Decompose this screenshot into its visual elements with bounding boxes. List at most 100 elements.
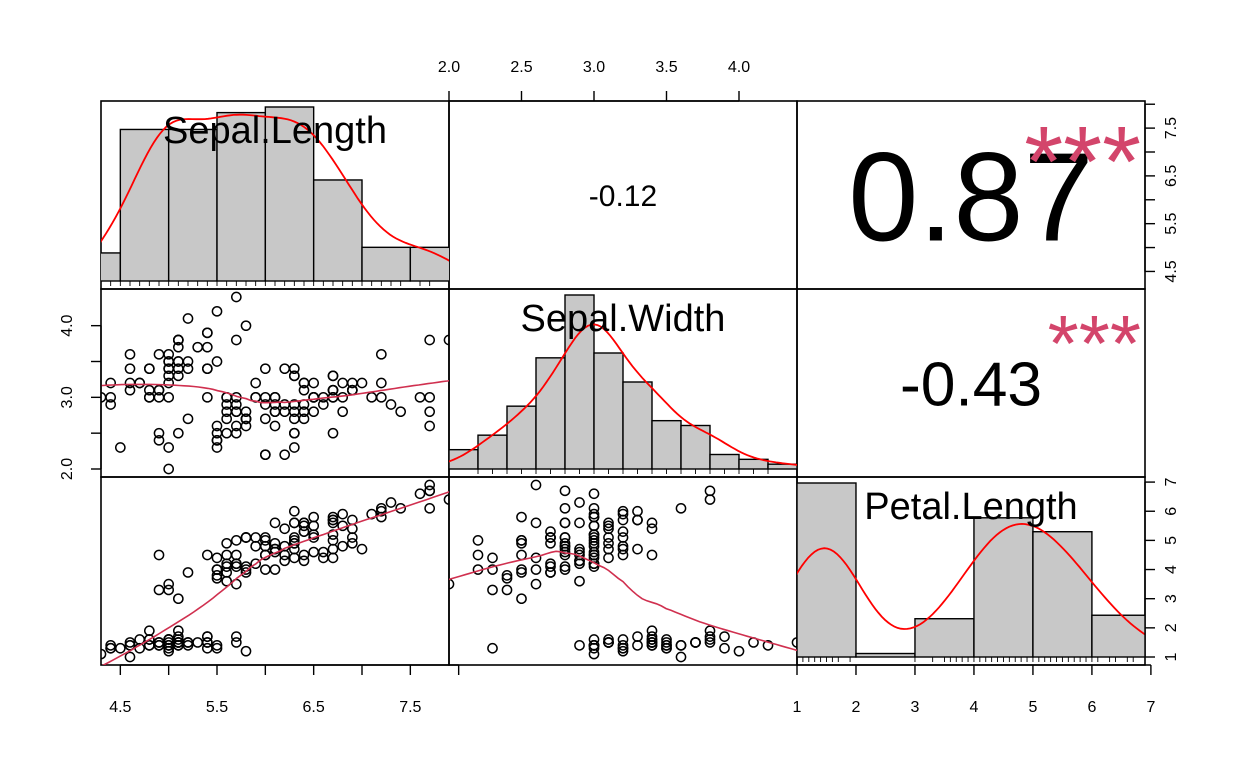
data-point [269,517,281,529]
diagonal-panel-sepal-width: Sepal.Width [449,294,797,474]
data-point [201,391,213,403]
data-point [182,567,194,578]
data-point [298,555,310,567]
data-point [661,637,672,648]
data-point [279,523,291,535]
data-point [516,535,527,546]
data-point [240,564,252,575]
histogram-bar [914,618,975,658]
data-point [574,497,585,508]
data-point [661,634,672,645]
data-point [288,532,300,543]
data-point [230,631,242,642]
scatter-panel-petal-length-vs-sepal-length [101,479,449,665]
tick-label: 4.0 [728,59,750,76]
data-point [646,637,658,648]
data-point [221,427,233,439]
data-point [317,399,329,410]
significance-stars: *** [1024,106,1141,218]
data-point [327,514,339,526]
data-point [588,520,600,532]
data-point [588,558,600,570]
data-point [172,427,184,439]
data-point [134,377,146,389]
data-point [259,540,271,552]
data-point [124,377,136,389]
data-point [617,543,629,555]
data-point [603,543,614,555]
data-point [163,639,175,651]
data-point [153,427,165,439]
data-point [308,520,320,532]
data-point [337,508,349,520]
data-point [414,391,426,403]
histogram-bar [1032,531,1093,658]
data-point [501,584,513,596]
histogram-bar [709,453,740,470]
tick-label: 5.5 [1163,212,1180,234]
data-point [153,637,165,648]
data-point [327,543,339,555]
data-point [617,639,629,651]
data-point [143,391,155,403]
data-point [762,639,774,651]
data-point [211,639,223,651]
axes: 2.0 2.5 3.0 3.5 4.0 4.5 5.5 6.5 7.5 1 2 3 4 5 6 7 2.0 3.0… [59,59,1180,716]
data-point [163,463,175,475]
histogram-bar [119,128,170,282]
correlation-panel-sepal-length-sepal-width: -0.12 [589,180,657,213]
data-point [163,356,175,367]
data-point [646,625,658,637]
panel-frame [100,288,450,478]
data-point [588,508,600,520]
data-point [690,637,701,648]
data-point [240,645,252,657]
tick-label: 7.5 [1163,117,1180,139]
data-point [424,406,436,418]
data-point [269,420,281,432]
data-point [366,391,378,403]
data-point [269,537,281,549]
correlation-panel-sepal-width-petal-length: -0.43 *** [900,299,1141,419]
data-point [114,642,126,654]
data-point [172,363,184,375]
data-point [356,377,368,389]
tick-label: 4.5 [109,699,131,716]
data-point [259,449,271,461]
data-point [124,363,136,375]
data-point [327,517,339,529]
tick-label: 5.5 [206,699,228,716]
histogram-bar [167,128,218,282]
data-point [211,434,223,446]
data-point [153,549,165,561]
data-point [298,520,310,532]
data-point [211,356,223,367]
data-point [298,384,310,396]
data-point [153,348,165,360]
data-point [530,578,542,590]
data-point [545,567,556,578]
histogram-bar [535,357,566,470]
data-point [153,584,165,596]
data-point [346,532,358,543]
data-point [559,537,571,549]
data-point [588,642,600,654]
data-point [646,549,658,561]
diagonal-panel-sepal-length: Sepal.Length [101,106,449,286]
histogram-bar [361,246,412,282]
data-point [617,526,629,537]
data-point [375,505,387,517]
data-point [259,564,271,575]
data-point [298,549,310,561]
data-point [172,631,184,642]
tick-label: 7 [1163,478,1180,487]
data-point [449,578,455,590]
data-point [559,564,571,575]
data-point [559,485,571,497]
data-point [327,427,339,439]
data-point [240,320,252,332]
data-point [545,537,556,549]
data-point [308,511,320,523]
data-point [192,341,204,353]
data-point [230,291,242,303]
